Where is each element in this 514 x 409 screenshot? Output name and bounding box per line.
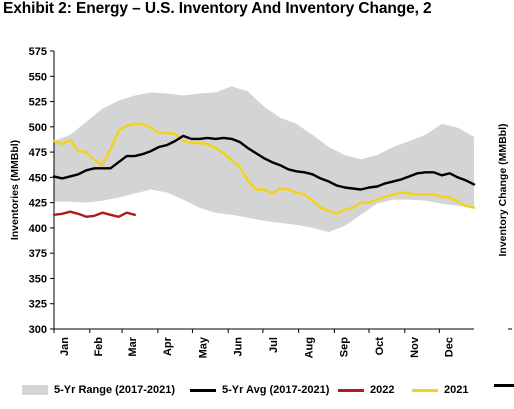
y-tick-label: 400: [29, 223, 47, 235]
x-tick-label: Jul: [268, 337, 280, 353]
legend-label-2022: 2022: [370, 384, 395, 396]
y2-axis-label: Inventory Change (MMBbl): [497, 124, 509, 257]
y-tick-label: 450: [29, 172, 47, 184]
legend-swatch-2022: [338, 388, 364, 392]
y-tick-label: 350: [29, 273, 47, 285]
series-line-avg: [52, 134, 476, 191]
legend-item-2022: 2022: [338, 384, 394, 396]
legend-item-avg: 5-Yr Avg (2017-2021): [190, 384, 329, 396]
y-tick-label: 500: [29, 122, 47, 134]
legend-label-2021: 2021: [444, 384, 469, 396]
y-tick-label: 325: [29, 299, 47, 311]
x-tick-label: Jun: [233, 337, 245, 357]
legend-item-range: 5-Yr Range (2017-2021): [22, 384, 175, 396]
x-tick-label: Aug: [304, 337, 316, 358]
legend-swatch-cutoff: [494, 384, 514, 387]
y-tick-label: 425: [29, 198, 47, 210]
y-tick-label: 375: [29, 248, 47, 260]
legend-swatch-range: [22, 385, 48, 395]
series-line-2021: [52, 122, 476, 216]
y-tick-label: 550: [29, 71, 47, 83]
legend-label-range: 5-Yr Range (2017-2021): [54, 384, 176, 396]
legend-label-avg: 5-Yr Avg (2017-2021): [222, 384, 330, 396]
y-tick-label: 475: [29, 147, 47, 159]
x-tick-label: Apr: [162, 336, 174, 356]
x-tick-label: Sep: [339, 337, 351, 357]
x-tick-label: May: [197, 336, 209, 358]
x-tick-label: Jan: [59, 337, 71, 356]
x-tick-label: Feb: [93, 337, 105, 357]
series-line-2022: [52, 210, 137, 219]
x-tick-label: Oct: [374, 337, 386, 356]
y-tick-label: 525: [29, 97, 47, 109]
x-tick-label: Dec: [444, 337, 456, 357]
legend: 5-Yr Range (2017-2021) 5-Yr Avg (2017-20…: [0, 384, 514, 404]
legend-swatch-2021: [412, 388, 438, 392]
x-tick-label: Mar: [127, 336, 139, 356]
lines-layer: [52, 122, 476, 219]
legend-item-2021: 2021: [412, 384, 468, 396]
legend-swatch-avg: [190, 388, 216, 392]
y-tick-label: 575: [29, 46, 47, 58]
chart-svg: 300 325 350 375 400 425 450 475 500 525 550 575 Jan F…: [9, 46, 512, 358]
y-tick-label: 300: [29, 324, 47, 336]
axis-layer: 300 325 350 375 400 425 450 475 500 525 550 575 Jan F…: [29, 46, 512, 358]
legend-item-cutoff: [494, 384, 514, 387]
y-axis-label: Inventories (MMBbl): [9, 140, 21, 240]
x-tick-label: Nov: [409, 336, 421, 358]
chart-title: Exhibit 2: Energy – U.S. Inventory And I…: [3, 0, 432, 17]
